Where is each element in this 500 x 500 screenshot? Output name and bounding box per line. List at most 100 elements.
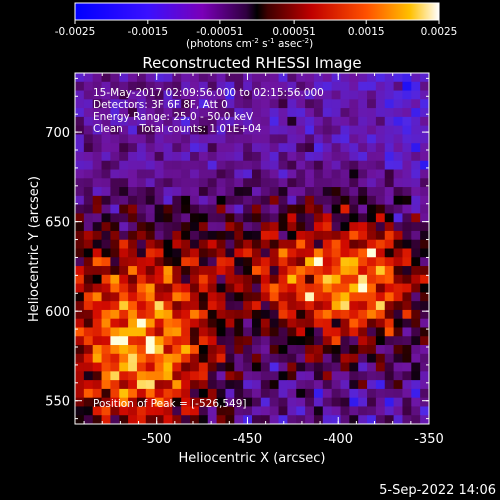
- heatmap-cell: [128, 151, 138, 162]
- heatmap-cell: [119, 415, 129, 424]
- heatmap-cell: [322, 187, 333, 197]
- heatmap-cell: [234, 353, 244, 364]
- heatmap-cell: [207, 318, 218, 329]
- heatmap-cell: [101, 195, 111, 206]
- heatmap-cell: [207, 116, 218, 127]
- heatmap-cell: [75, 257, 85, 267]
- heatmap-cell: [154, 406, 165, 416]
- heatmap-cell: [136, 116, 147, 127]
- heatmap-cell: [172, 151, 182, 162]
- heatmap-cell: [154, 81, 165, 92]
- heatmap-cell: [198, 248, 209, 258]
- heatmap-cell: [75, 301, 85, 311]
- heatmap-cell: [136, 248, 147, 258]
- heatmap-cell: [313, 169, 324, 179]
- heatmap-cell: [260, 301, 271, 311]
- heatmap-cell: [402, 160, 412, 171]
- heatmap-cell: [225, 388, 235, 399]
- heatmap-cell: [225, 81, 235, 92]
- heatmap-cell: [411, 336, 421, 346]
- heatmap-cell: [358, 178, 368, 188]
- heatmap-cell: [181, 222, 191, 232]
- heatmap-cell: [384, 266, 395, 276]
- heatmap-cell: [322, 318, 333, 329]
- heatmap-cell: [163, 178, 173, 188]
- heatmap-cell: [278, 90, 288, 100]
- heatmap-cell: [296, 222, 306, 232]
- heatmap-cell: [198, 160, 209, 171]
- heatmap-cell: [411, 388, 421, 399]
- heatmap-cell: [349, 178, 359, 188]
- heatmap-cell: [75, 143, 85, 153]
- heatmap-cell: [411, 230, 421, 241]
- heatmap-cell: [163, 116, 173, 127]
- heatmap-cell: [216, 318, 227, 329]
- heatmap-cell: [358, 81, 368, 92]
- heatmap-cell: [101, 336, 111, 346]
- heatmap-cell: [252, 222, 262, 232]
- heatmap-cell: [163, 327, 173, 337]
- heatmap-cell: [278, 353, 288, 364]
- heatmap-cell: [136, 380, 147, 390]
- heatmap-cell: [260, 169, 271, 179]
- heatmap-cell: [402, 73, 412, 83]
- heatmap-cell: [234, 388, 244, 399]
- heatmap-cell: [331, 230, 342, 241]
- heatmap-cell: [287, 116, 297, 127]
- heatmap-cell: [349, 239, 359, 250]
- heatmap-cell: [349, 406, 359, 416]
- heatmap-cell: [367, 160, 377, 171]
- heatmap-cell: [172, 204, 182, 215]
- heatmap-cell: [145, 248, 156, 258]
- heatmap-cell: [340, 257, 350, 267]
- heatmap-cell: [101, 309, 111, 320]
- heatmap-cell: [225, 125, 235, 136]
- heatmap-cell: [234, 230, 244, 241]
- heatmap-cell: [198, 257, 209, 267]
- heatmap-cell: [260, 81, 271, 92]
- heatmap-cell: [136, 195, 147, 206]
- heatmap-cell: [128, 283, 138, 293]
- heatmap-cell: [145, 318, 156, 329]
- heatmap-cell: [393, 380, 404, 390]
- heatmap-cell: [340, 116, 350, 127]
- heatmap-cell: [322, 99, 333, 109]
- heatmap-cell: [172, 292, 182, 302]
- heatmap-cell: [367, 353, 377, 364]
- heatmap-cell: [375, 99, 386, 109]
- heatmap-cell: [384, 327, 395, 337]
- heatmap-cell: [154, 73, 165, 83]
- heatmap-cell: [278, 169, 288, 179]
- heatmap-cell: [367, 318, 377, 329]
- heatmap-cell: [136, 336, 147, 346]
- heatmap-cell: [322, 388, 333, 399]
- heatmap-cell: [358, 309, 368, 320]
- heatmap-cell: [234, 380, 244, 390]
- heatmap-cell: [190, 213, 200, 223]
- heatmap-cell: [367, 230, 377, 241]
- heatmap-cell: [269, 187, 280, 197]
- heatmap-cell: [340, 345, 350, 355]
- heatmap-cell: [296, 81, 306, 92]
- heatmap-cell: [367, 108, 377, 118]
- heatmap-cell: [393, 178, 404, 188]
- heatmap-cell: [234, 108, 244, 118]
- heatmap-cell: [296, 169, 306, 179]
- heatmap-cell: [411, 222, 421, 232]
- heatmap-cell: [420, 116, 429, 127]
- heatmap-cell: [367, 143, 377, 153]
- heatmap-cell: [358, 125, 368, 136]
- heatmap-cell: [278, 99, 288, 109]
- heatmap-cell: [128, 178, 138, 188]
- heatmap-cell: [83, 362, 94, 372]
- heatmap-cell: [110, 345, 120, 355]
- heatmap-cell: [136, 230, 147, 241]
- heatmap-cell: [420, 99, 429, 109]
- heatmap-cell: [331, 151, 342, 162]
- heatmap-cell: [358, 345, 368, 355]
- heatmap-cell: [384, 248, 395, 258]
- heatmap-cell: [402, 380, 412, 390]
- heatmap-cell: [83, 397, 94, 408]
- heatmap-cell: [110, 274, 120, 285]
- heatmap-cell: [287, 336, 297, 346]
